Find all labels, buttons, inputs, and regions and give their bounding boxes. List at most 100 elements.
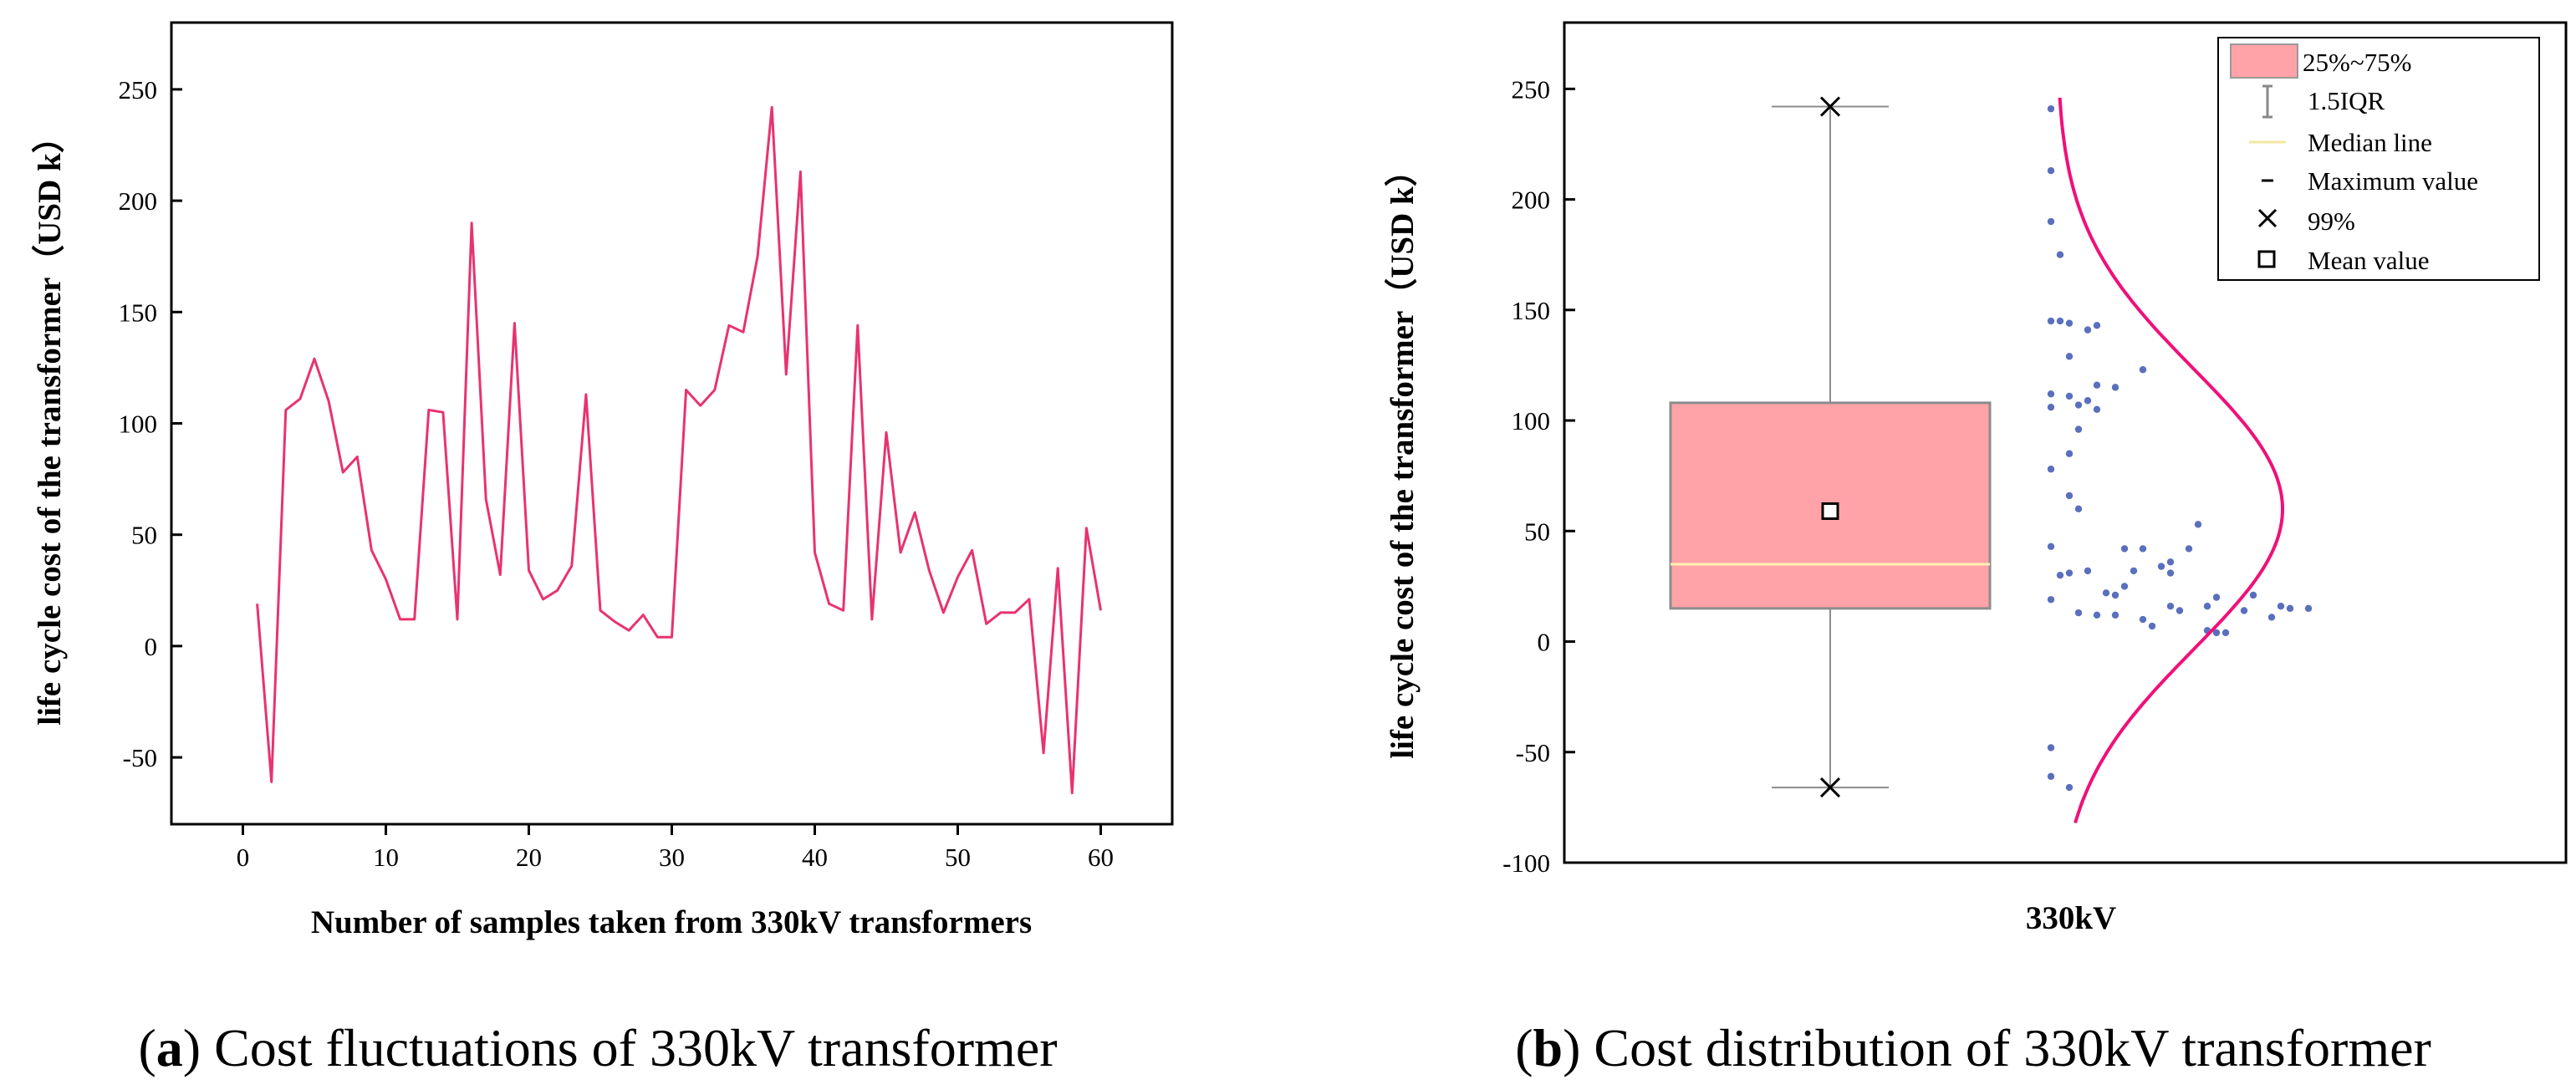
y-axis-ticks: -100 -50 0 50 100 150 200 250 (1502, 74, 1575, 878)
y-tick-label: 250 (1512, 74, 1551, 104)
data-point (2130, 567, 2138, 575)
x-tick-label: 50 (945, 843, 971, 872)
distribution-curve-group (2058, 97, 2285, 823)
data-point (2047, 166, 2055, 175)
legend-item-box: 25%~75% (2230, 43, 2411, 79)
y-tick-label: 150 (119, 298, 158, 327)
x-category-label: 330kV (2026, 900, 2116, 936)
plot-frame (170, 21, 1174, 826)
data-point (2084, 326, 2092, 334)
data-point (2203, 603, 2211, 610)
y-tick-label: -100 (1502, 848, 1550, 878)
scatter-points (2047, 104, 2313, 792)
data-point (2065, 353, 2074, 360)
panel-caption: (a) Cost fluctuations of 330kV transform… (138, 1018, 1057, 1077)
data-point (2065, 319, 2074, 327)
y-tick-label: 0 (145, 632, 158, 661)
data-point (2074, 609, 2083, 617)
y-tick-label: 100 (1512, 406, 1551, 435)
legend-item-iqr: 1.5IQR (2262, 84, 2385, 119)
line-chart-panel: -50 0 50 100 150 200 250 0 10 20 30 40 50 60 Number … (32, 21, 1174, 1077)
data-point (2240, 607, 2248, 614)
data-point (2047, 772, 2055, 781)
data-point (2111, 591, 2119, 599)
data-point (2212, 629, 2221, 637)
plot-frame (1563, 21, 2568, 864)
data-point (2277, 603, 2285, 610)
legend-item-median: Median line (2249, 128, 2432, 157)
distribution-curve (2058, 97, 2285, 823)
data-point (2111, 611, 2119, 619)
y-tick-label: 50 (1524, 517, 1550, 546)
y-tick-label: -50 (1516, 738, 1550, 767)
legend-label: 25%~75% (2303, 48, 2411, 77)
data-point (2047, 104, 2055, 113)
caption-text: Cost fluctuations of 330kV transformer (214, 1018, 1057, 1077)
y-tick-label: -50 (123, 743, 157, 772)
data-point (2120, 583, 2129, 590)
x-axis-title: Number of samples taken from 330kV trans… (311, 904, 1032, 940)
legend-box-swatch (2230, 43, 2298, 79)
data-point (2093, 381, 2101, 389)
x-tick-label: 30 (659, 843, 685, 872)
data-point (2056, 317, 2064, 325)
data-point (2065, 783, 2074, 792)
data-point (2176, 607, 2184, 614)
x-tick-label: 40 (802, 843, 828, 872)
data-point (2047, 744, 2055, 751)
data-point (2074, 505, 2083, 513)
legend-label: Median line (2308, 128, 2432, 157)
data-point (2065, 569, 2074, 577)
legend-label: 1.5IQR (2308, 86, 2385, 115)
data-point (2047, 542, 2055, 551)
data-point (2120, 545, 2129, 553)
data-point (2249, 591, 2257, 599)
data-point (2157, 563, 2165, 570)
data-point (2212, 593, 2221, 601)
caption-label: a (156, 1018, 183, 1077)
box-chart-panel: -100 -50 0 50 100 150 200 250 25%~75% 1.5IQR Me… (1385, 21, 2568, 1077)
data-point (2093, 611, 2101, 619)
y-axis-ticks: -50 0 50 100 150 200 250 (119, 75, 182, 772)
x-tick-label: 20 (516, 843, 542, 872)
data-point (2185, 545, 2193, 553)
legend-square-icon (2257, 250, 2276, 268)
data-point (2074, 401, 2083, 409)
mean-marker (1821, 502, 1839, 520)
legend-label: 99% (2308, 206, 2355, 236)
x-axis-ticks: 0 10 20 30 40 50 60 (237, 824, 1114, 872)
data-point (2084, 397, 2092, 405)
legend-cross-icon (2257, 208, 2278, 228)
percentile-1-marker (1819, 777, 1841, 798)
data-point (2102, 589, 2110, 597)
legend-item-max: Maximum value (2262, 166, 2478, 196)
panel-caption: (b) Cost distribution of 330kV transform… (1515, 1018, 2431, 1077)
data-point (2084, 567, 2092, 575)
data-point (2074, 425, 2083, 433)
data-point (2047, 390, 2055, 398)
series-line (256, 105, 1102, 795)
legend-whisker-icon (2262, 84, 2272, 119)
data-point (2093, 322, 2101, 329)
data-point (2166, 558, 2175, 566)
data-point (2194, 521, 2202, 528)
data-point (2056, 251, 2064, 258)
y-tick-label: 50 (131, 521, 157, 550)
data-point (2267, 614, 2276, 621)
data-point (2304, 604, 2313, 613)
y-tick-label: 250 (119, 75, 158, 104)
legend-item-mean: Mean value (2257, 246, 2429, 275)
legend-label: Maximum value (2308, 166, 2478, 196)
data-point (2065, 450, 2074, 457)
caption-text: Cost distribution of 330kV transformer (1594, 1018, 2431, 1077)
data-point (2047, 403, 2055, 411)
data-point (2065, 492, 2074, 500)
data-point (2056, 571, 2064, 579)
data-point (2139, 366, 2147, 374)
y-tick-label: 200 (119, 186, 158, 216)
y-tick-label: 200 (1512, 186, 1551, 215)
y-axis-title: life cycle cost of the transformer（USD k… (1385, 154, 1421, 758)
data-point (2221, 629, 2230, 637)
data-point (2065, 392, 2074, 400)
y-tick-label: 150 (1512, 296, 1551, 325)
